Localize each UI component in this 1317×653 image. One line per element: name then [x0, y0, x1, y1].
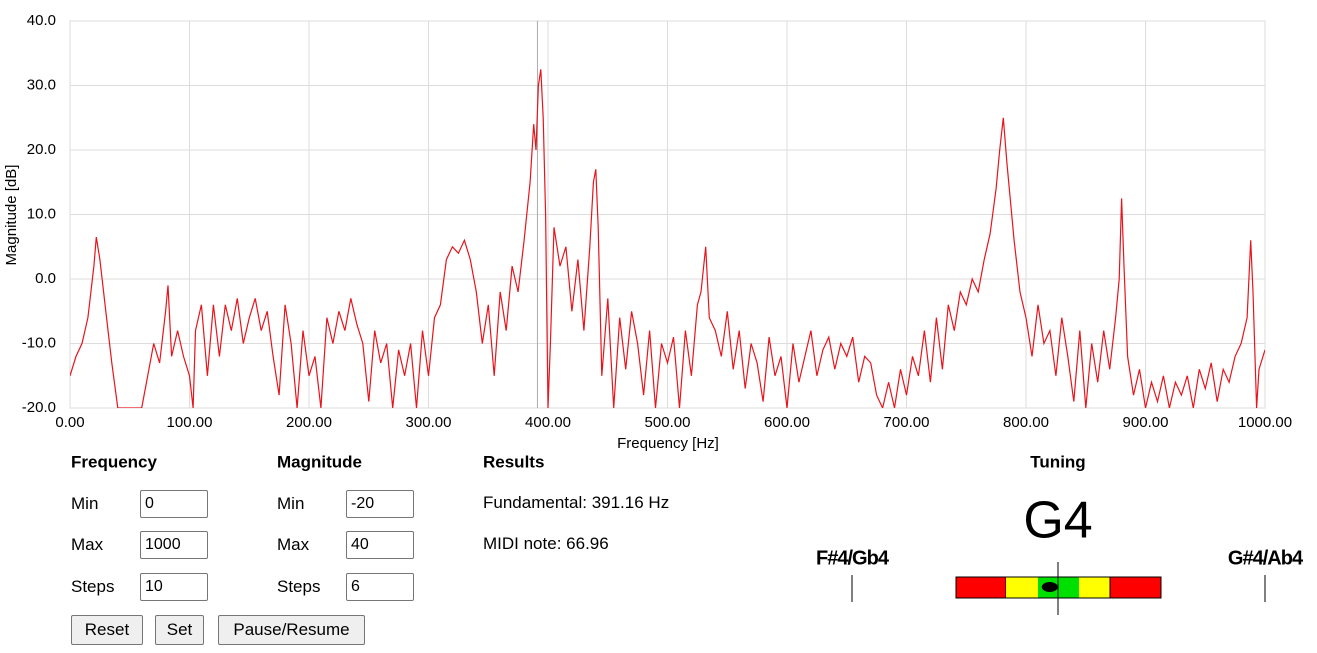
x-tick-label: 700.00: [884, 414, 930, 431]
result-unit: Hz: [648, 493, 669, 512]
y-tick-label: 20.0: [27, 141, 56, 158]
text-input[interactable]: [140, 490, 208, 518]
button[interactable]: Set: [155, 615, 204, 645]
field-label: Max: [277, 535, 310, 554]
note-name: G4: [1023, 492, 1092, 550]
y-tick-label: -10.0: [22, 334, 56, 351]
upper-note: G#4/Ab4: [1228, 547, 1304, 569]
x-axis-label: Frequency [Hz]: [617, 435, 719, 452]
y-tick-label: 0.0: [35, 270, 56, 287]
section-title: Tuning: [1030, 452, 1085, 471]
field-label: Min: [71, 494, 99, 513]
result-label: MIDI note:: [483, 534, 561, 553]
field-label: Steps: [277, 577, 321, 596]
x-tick-label: 800.00: [1003, 414, 1049, 431]
lower-note: F#4/Gb4: [816, 547, 890, 569]
x-tick-label: 400.00: [525, 414, 571, 431]
text-input[interactable]: [346, 490, 414, 518]
x-tick-label: 900.00: [1123, 414, 1169, 431]
x-tick-label: 200.00: [286, 414, 332, 431]
text-input[interactable]: [140, 531, 208, 559]
midi-result: MIDI note: 66.96: [483, 534, 609, 553]
y-axis-label: Magnitude [dB]: [3, 165, 20, 266]
tuning-indicator: [1041, 582, 1058, 592]
text-input[interactable]: [346, 573, 414, 601]
field-label: Max: [71, 535, 104, 554]
bar-yellow: [1006, 577, 1038, 598]
x-tick-label: 0.00: [55, 414, 84, 431]
text-input[interactable]: [140, 573, 208, 601]
button[interactable]: Reset: [71, 615, 143, 645]
x-tick-label: 1000.00: [1238, 414, 1292, 431]
spectrum-line: [70, 69, 1265, 408]
field-label: Steps: [71, 577, 115, 596]
section-title: Results: [483, 452, 544, 471]
y-tick-label: 10.0: [27, 205, 56, 222]
text-input[interactable]: [346, 531, 414, 559]
bar-red: [955, 576, 1007, 599]
x-tick-label: 100.00: [167, 414, 213, 431]
bar-yellow: [1079, 577, 1110, 598]
section-title: Frequency: [71, 452, 158, 471]
button[interactable]: Pause/Resume: [218, 615, 365, 645]
section-title: Magnitude: [277, 452, 362, 471]
y-tick-label: 30.0: [27, 76, 56, 93]
x-tick-label: 500.00: [645, 414, 691, 431]
bar-red: [1109, 576, 1162, 599]
result-value: 66.96: [566, 534, 609, 553]
result-value: 391.16: [592, 493, 644, 512]
result-label: Fundamental:: [483, 493, 587, 512]
fundamental-result: Fundamental: 391.16 Hz: [483, 493, 669, 512]
x-tick-label: 600.00: [764, 414, 810, 431]
x-tick-label: 300.00: [406, 414, 452, 431]
y-tick-label: -20.0: [22, 399, 56, 416]
field-label: Min: [277, 494, 305, 513]
y-tick-label: 40.0: [27, 12, 56, 29]
